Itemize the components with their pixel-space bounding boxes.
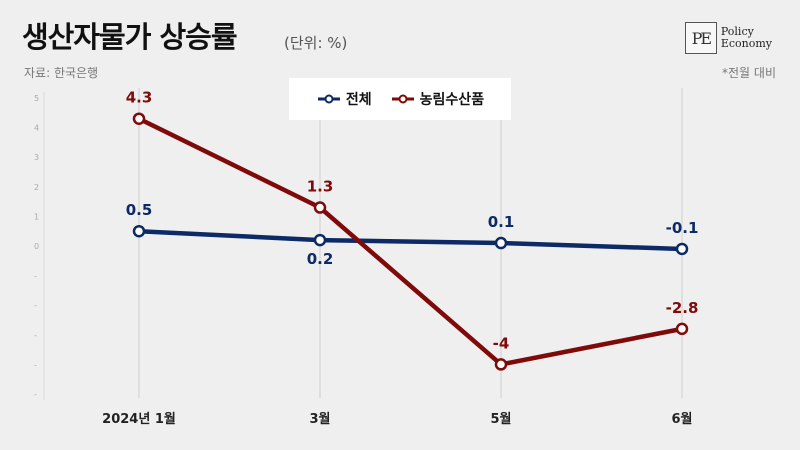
legend-label-total: 전체 — [345, 92, 372, 108]
data-point-total — [132, 224, 146, 238]
note-label: *전월 대비 — [722, 66, 776, 80]
y-tick-label: 2 — [34, 183, 39, 192]
data-point-agri — [313, 201, 327, 214]
data-label-total: 0.5 — [126, 201, 153, 219]
y-tick-label: 4 — [34, 124, 39, 133]
data-point-agri — [675, 322, 689, 336]
legend-item-total: 전체 — [316, 89, 372, 109]
data-point-total — [494, 236, 508, 250]
data-label-total: 0.1 — [488, 213, 515, 231]
data-label-agri: -4 — [493, 334, 510, 352]
x-tick-label: 5월 — [490, 411, 511, 427]
y-tick-label: - — [34, 301, 37, 310]
logo-line-1: Policy — [720, 25, 754, 38]
chart-title: 생산자물가 상승률 — [22, 20, 238, 54]
y-tick-label: 0 — [34, 242, 39, 251]
data-label-agri: 1.3 — [307, 178, 334, 196]
logo-text: Policy Economy — [721, 26, 772, 50]
legend-item-agri: 농림수산품 — [390, 89, 484, 109]
data-label-total: -0.1 — [666, 219, 699, 237]
y-tick-label: - — [34, 272, 37, 281]
unit-label: (단위: %) — [284, 34, 348, 52]
data-label-total: 0.2 — [307, 250, 334, 268]
publisher-logo: PE Policy Economy — [684, 20, 772, 56]
x-tick-label: 6월 — [671, 411, 692, 427]
legend-label-agri: 농림수산품 — [419, 92, 485, 108]
logo-line-2: Economy — [720, 37, 772, 50]
data-point-agri — [494, 358, 508, 371]
x-tick-label: 2024년 1월 — [102, 411, 176, 427]
y-tick-label: 1 — [34, 212, 39, 221]
logo-mark: PE — [684, 22, 717, 54]
data-point-total — [675, 242, 689, 256]
y-tick-label: - — [34, 360, 37, 369]
legend: 전체 농림수산품 — [289, 78, 511, 120]
series-line-total — [138, 228, 683, 252]
y-tick-label: - — [34, 331, 37, 340]
series-line-agri — [138, 116, 683, 367]
y-tick-label: - — [34, 390, 37, 399]
y-tick-label: 5 — [34, 94, 39, 103]
legend-swatch-total — [317, 94, 340, 104]
source-label: 자료: 한국은행 — [24, 66, 99, 80]
x-tick-label: 3월 — [309, 411, 330, 427]
y-tick-label: 3 — [34, 153, 39, 162]
data-point-agri — [132, 112, 146, 125]
data-label-agri: 4.3 — [126, 89, 153, 107]
data-point-total — [313, 233, 327, 247]
data-label-agri: -2.8 — [666, 299, 699, 317]
legend-swatch-agri — [391, 94, 414, 104]
